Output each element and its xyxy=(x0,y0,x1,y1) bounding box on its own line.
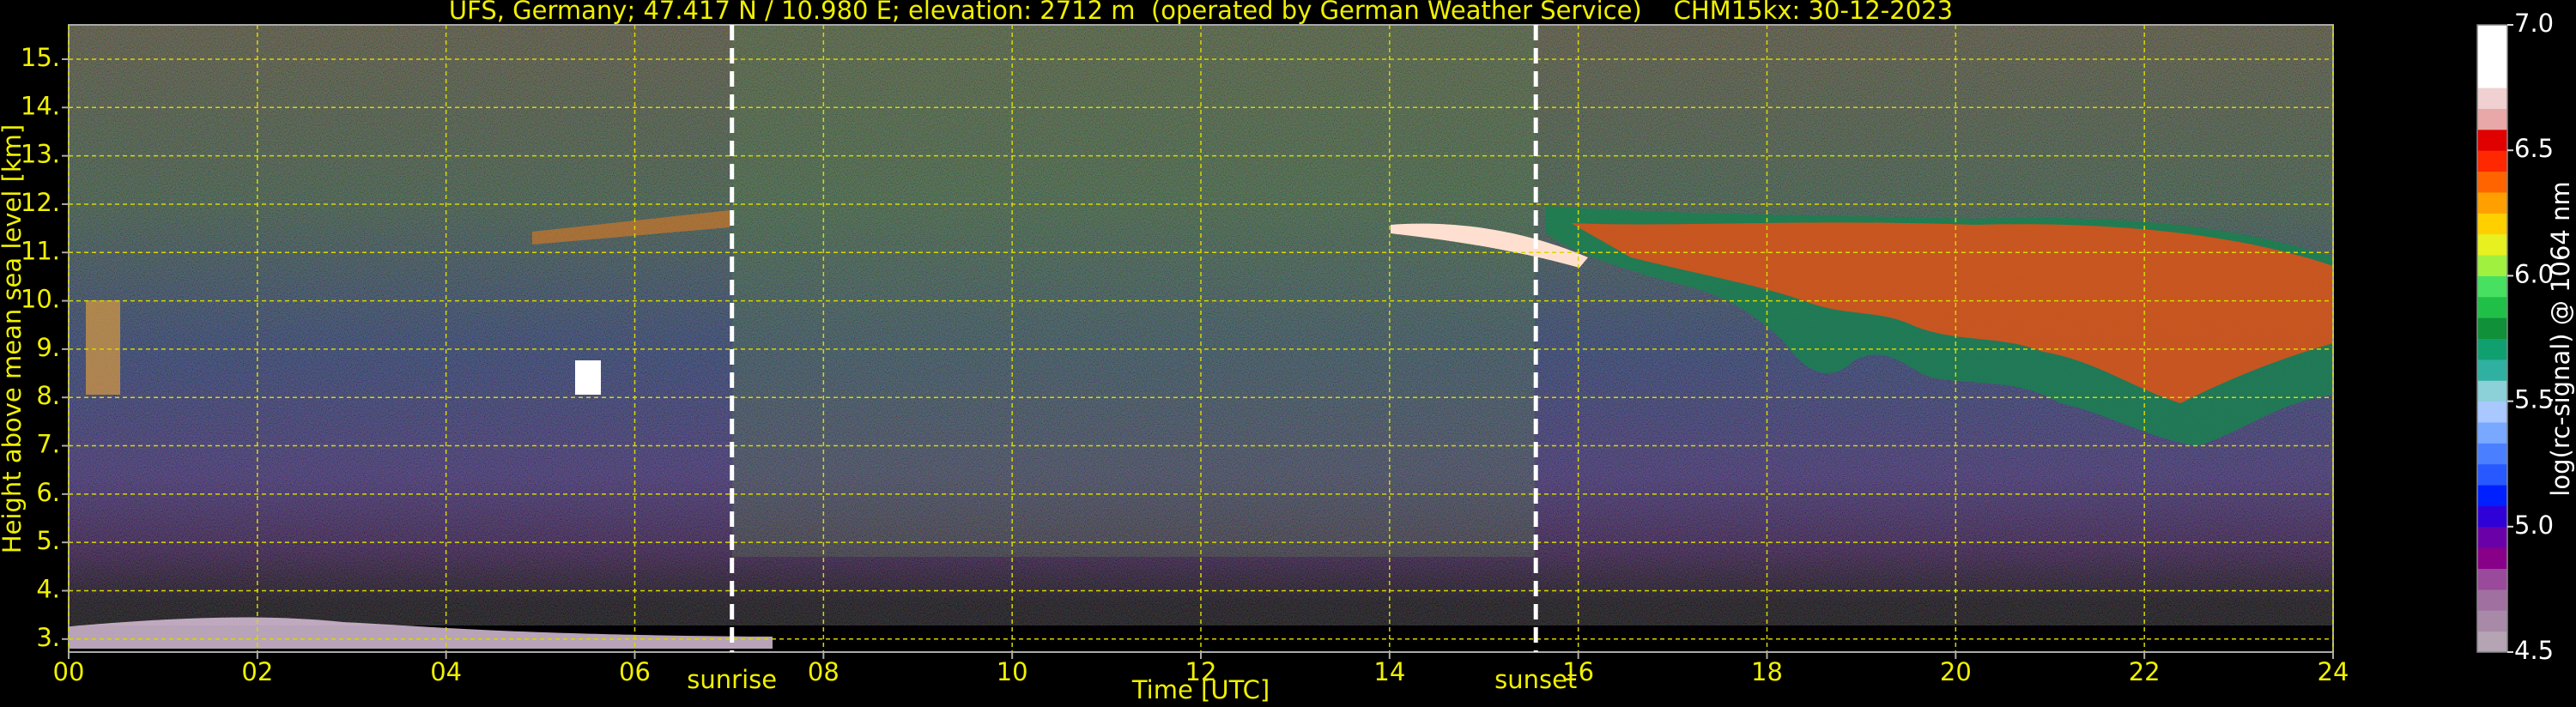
cloud-core xyxy=(1571,222,2333,403)
y-tick-label: 7. xyxy=(36,430,60,459)
colorbar-swatch xyxy=(2477,233,2507,256)
y-tick-label: 9. xyxy=(36,333,60,362)
x-tick-label: 08 xyxy=(808,657,839,686)
colorbar-swatch xyxy=(2477,401,2507,423)
colorbar-swatch xyxy=(2477,108,2507,130)
y-tick-label: 3. xyxy=(36,623,60,652)
y-axis-label: Height above mean sea level [km] xyxy=(0,124,27,553)
y-tick-label: 6. xyxy=(36,478,60,507)
colorbar-swatch xyxy=(2477,275,2507,298)
colorbar-swatch xyxy=(2477,485,2507,506)
colorbar-tick-label: 6.5 xyxy=(2514,134,2554,163)
colorbar-swatch xyxy=(2477,463,2507,486)
colorbar-tick-label: 4.5 xyxy=(2514,636,2554,665)
x-tick-label: 14 xyxy=(1373,657,1405,686)
chart-title: UFS, Germany; 47.417 N / 10.980 E; eleva… xyxy=(449,0,1953,25)
colorbar-swatch xyxy=(2477,129,2507,151)
colorbar-swatch xyxy=(2477,296,2507,318)
colorbar-swatch xyxy=(2477,255,2507,276)
colorbar-swatch xyxy=(2477,150,2507,172)
colorbar-swatch xyxy=(2477,631,2507,653)
colorbar-swatch xyxy=(2477,66,2507,88)
x-tick-label: 02 xyxy=(241,657,273,686)
annotation-label: sunrise xyxy=(687,665,777,694)
colorbar-tick-label: 5.0 xyxy=(2514,511,2554,540)
colorbar-swatch xyxy=(2477,317,2507,339)
colorbar-swatch xyxy=(2477,171,2507,193)
y-tick-label: 8. xyxy=(36,381,60,410)
annotation-label: sunset xyxy=(1494,665,1577,694)
colorbar-swatch xyxy=(2477,380,2507,402)
colorbar-tick-label: 7.0 xyxy=(2514,9,2554,38)
colorbar-swatch xyxy=(2477,526,2507,548)
cloud-patch xyxy=(532,210,730,245)
colorbar-swatch xyxy=(2477,45,2507,68)
colorbar-swatch xyxy=(2477,547,2507,570)
cloud-patch xyxy=(86,300,120,395)
y-tick-label: 11. xyxy=(21,236,60,265)
y-tick-label: 5. xyxy=(36,526,60,555)
colorbar-swatch xyxy=(2477,505,2507,528)
y-tick-label: 12. xyxy=(21,188,60,217)
colorbar-swatch xyxy=(2477,25,2507,46)
x-tick-label: 00 xyxy=(53,657,85,686)
colorbar-swatch xyxy=(2477,213,2507,235)
x-axis-label: Time [UTC] xyxy=(1131,675,1270,704)
colorbar-swatch xyxy=(2477,610,2507,632)
colorbar-swatch xyxy=(2477,421,2507,444)
x-tick-label: 10 xyxy=(997,657,1028,686)
colorbar-swatch xyxy=(2477,359,2507,381)
y-tick-label: 13. xyxy=(21,140,60,169)
colorbar-frame xyxy=(2476,24,2508,653)
cloud-patch xyxy=(575,360,601,395)
colorbar-swatch xyxy=(2477,191,2507,214)
x-tick-label: 18 xyxy=(1751,657,1783,686)
colorbar-swatch xyxy=(2477,338,2507,360)
colorbar-swatch xyxy=(2477,589,2507,611)
cloud-streak xyxy=(1391,223,1588,268)
x-tick-label: 04 xyxy=(430,657,462,686)
y-tick-label: 10. xyxy=(21,285,60,314)
colorbar-swatch xyxy=(2477,568,2507,590)
colorbar-swatch xyxy=(2477,443,2507,465)
x-tick-label: 12 xyxy=(1185,657,1217,686)
colorbar-tick-label: 5.5 xyxy=(2514,385,2554,414)
x-tick-label: 06 xyxy=(619,657,651,686)
colorbar-tick-label: 6.0 xyxy=(2514,259,2554,288)
x-tick-label: 16 xyxy=(1562,657,1594,686)
y-tick-label: 15. xyxy=(21,43,60,72)
y-tick-label: 4. xyxy=(36,574,60,603)
surface-echo xyxy=(69,617,773,649)
y-tick-label: 14. xyxy=(21,91,60,120)
colorbar-label: log(rc-signal) @ 1064 nm xyxy=(2546,181,2575,496)
x-tick-label: 20 xyxy=(1940,657,1972,686)
colorbar-swatch xyxy=(2477,88,2507,109)
x-tick-label: 22 xyxy=(2129,657,2161,686)
x-tick-label: 24 xyxy=(2318,657,2349,686)
